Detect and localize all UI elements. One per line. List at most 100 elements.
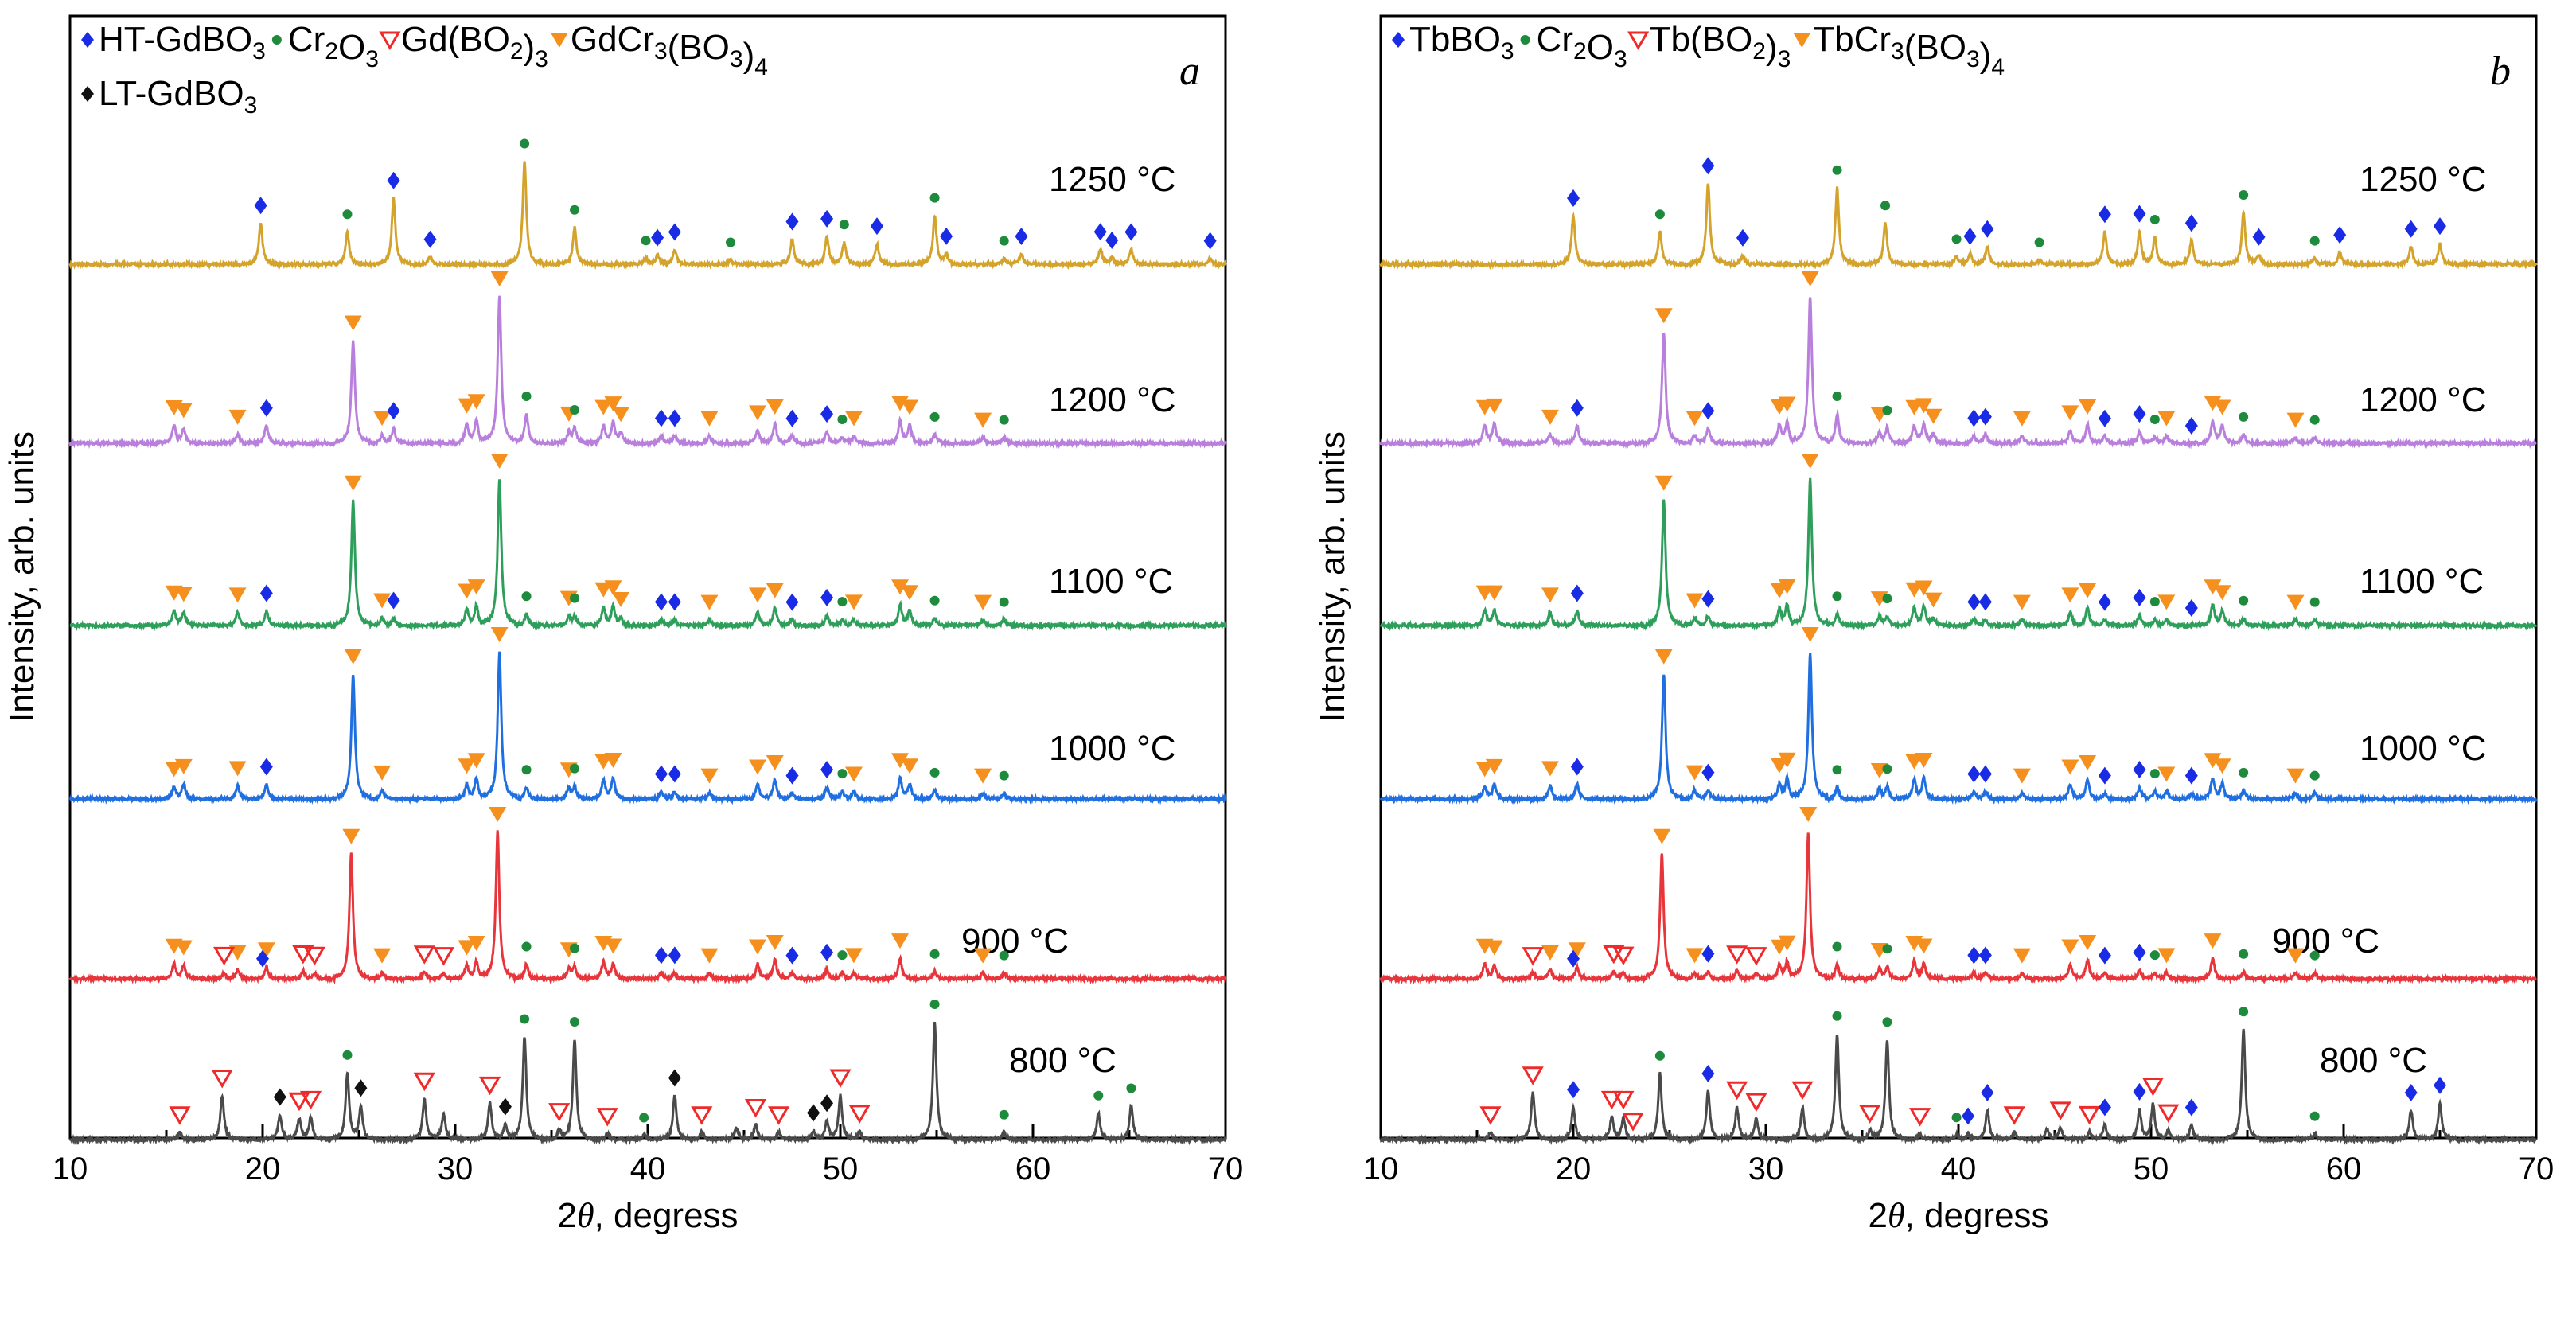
- phase-cr3-marker: [1778, 935, 1796, 951]
- phase-bo2-marker: [1745, 1093, 1767, 1113]
- legend-dot-marker: [271, 35, 282, 45]
- phase-cr2o3-marker: [2239, 1007, 2249, 1017]
- phase-bo2-marker: [1726, 945, 1748, 965]
- phase-cr3-marker: [1778, 752, 1796, 768]
- legend-label: LT-GdBO3: [99, 74, 257, 119]
- phase-lt-marker: [273, 1088, 286, 1106]
- legend-open-triangle-marker: [379, 31, 401, 50]
- y-axis-label: Intensity, arb. units: [2, 431, 41, 723]
- legend-item: TbCr3(BO3)4: [1793, 20, 2005, 80]
- phase-cr2o3-marker: [1832, 392, 1842, 401]
- phase-cr2o3-marker: [570, 763, 580, 774]
- phase-ht-marker: [387, 591, 400, 610]
- phase-cr3-marker: [1485, 398, 1503, 414]
- phase-bo2-marker: [1622, 1113, 1644, 1132]
- temperature-label: 800 °C: [1009, 1041, 1117, 1080]
- phase-cr3-marker: [174, 403, 193, 419]
- legend-label: Tb(BO2)3: [1650, 20, 1791, 72]
- phase-bo2-marker: [211, 1070, 233, 1089]
- phase-bo2-marker: [1726, 1081, 1748, 1101]
- phase-cr2o3-marker: [837, 769, 848, 779]
- phase-ht-marker: [2184, 214, 2198, 232]
- phase-cr3-marker: [344, 649, 362, 664]
- temperature-label: 1200 °C: [2360, 380, 2486, 419]
- phase-cr3-marker: [2286, 412, 2305, 428]
- phase-cr2o3-marker: [999, 770, 1009, 781]
- phase-cr2o3-marker: [1951, 234, 1962, 244]
- phase-cr3-marker: [901, 758, 919, 774]
- phase-ht-marker: [2184, 766, 2198, 785]
- phase-cr3-marker: [2157, 948, 2176, 964]
- temperature-label: 1200 °C: [1049, 380, 1175, 419]
- phase-cr3-marker: [700, 594, 719, 610]
- phase-ht-marker: [2404, 220, 2418, 238]
- phase-ht-marker: [785, 212, 799, 231]
- phase-cr3-marker: [2061, 587, 2079, 603]
- phase-ht-marker: [1981, 1084, 1994, 1101]
- phase-cr3-marker: [748, 939, 766, 955]
- legend-item: Gd(BO2)3: [379, 20, 548, 72]
- phase-ht-marker: [654, 946, 668, 965]
- phase-cr3-marker: [612, 407, 630, 423]
- phase-ht-marker: [2184, 417, 2198, 435]
- phase-cr3-marker: [1915, 398, 1933, 414]
- phase-cr3-marker: [1485, 585, 1503, 601]
- phase-cr3-marker: [748, 587, 766, 603]
- phase-ht-marker: [259, 584, 273, 602]
- phase-ht-marker: [2333, 226, 2347, 244]
- phase-cr2o3-marker: [570, 404, 580, 415]
- pattern-1250c: 1250 °C: [68, 138, 1227, 271]
- phase-cr3-marker: [891, 579, 910, 595]
- phase-ht-marker: [1701, 1064, 1715, 1082]
- temperature-label: 900 °C: [2272, 922, 2379, 961]
- x-tick-label: 20: [1556, 1152, 1592, 1187]
- phase-ht-marker: [1967, 409, 1981, 427]
- phase-cr2o3-marker: [2149, 950, 2160, 961]
- phase-cr2o3-marker: [1880, 201, 1891, 211]
- phase-cr3-marker: [604, 396, 622, 412]
- phase-cr3-marker: [490, 454, 509, 469]
- phase-ht-marker: [2098, 205, 2111, 224]
- phase-ht-marker: [1567, 949, 1580, 968]
- phase-ht-marker: [259, 399, 273, 417]
- phase-cr3-marker: [974, 594, 992, 610]
- phase-bo2-marker: [169, 1106, 191, 1125]
- phase-cr3-marker: [174, 587, 193, 602]
- legend-open-triangle-marker: [1627, 31, 1650, 50]
- phase-ht-marker: [1701, 945, 1715, 963]
- legend-filled-triangle-marker: [550, 33, 568, 48]
- temperature-label: 1250 °C: [2360, 160, 2486, 199]
- phase-ht-marker: [785, 766, 799, 785]
- phase-cr3-marker: [1801, 454, 1819, 469]
- phase-cr3-marker: [844, 411, 863, 427]
- phase-cr2o3-marker: [520, 1014, 530, 1024]
- phase-bo2-marker: [212, 946, 236, 966]
- phase-cr3-marker: [974, 412, 992, 428]
- phase-cr2o3-marker: [1882, 594, 1892, 604]
- phase-ht-marker: [1124, 223, 1138, 241]
- pattern-curve: [1379, 297, 2537, 450]
- phase-cr2o3-marker: [342, 209, 353, 220]
- phase-cr3-marker: [1686, 411, 1704, 427]
- phase-bo2-marker: [2078, 1105, 2101, 1125]
- phase-cr2o3-marker: [1093, 1090, 1104, 1101]
- phase-ht-marker: [1570, 758, 1584, 776]
- phase-cr2o3-marker: [342, 1050, 353, 1060]
- phase-cr3-marker: [373, 948, 392, 964]
- legend-filled-triangle-marker: [1793, 33, 1811, 48]
- x-tick-label: 30: [438, 1152, 474, 1187]
- phase-cr3-marker: [901, 585, 919, 601]
- phase-cr2o3-marker: [837, 597, 848, 607]
- phase-bo2-marker: [288, 1092, 310, 1112]
- phase-cr2o3-marker: [2309, 950, 2320, 961]
- phase-cr3-marker: [844, 766, 863, 782]
- legend-dot-marker: [1520, 35, 1530, 45]
- phase-ht-marker: [2133, 761, 2146, 779]
- phase-ht-marker: [387, 171, 400, 189]
- x-tick-label: 50: [823, 1152, 859, 1187]
- phase-cr3-marker: [1541, 587, 1559, 603]
- phase-cr2o3-marker: [837, 950, 848, 961]
- legend-item: TbBO3: [1392, 20, 1514, 64]
- legend-label: Cr2O3: [1537, 20, 1627, 72]
